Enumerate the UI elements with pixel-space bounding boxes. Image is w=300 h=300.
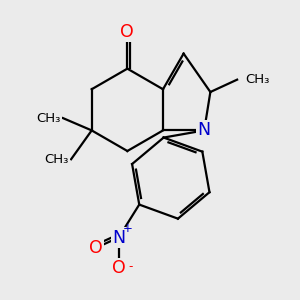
Text: CH₃: CH₃	[45, 153, 69, 166]
Text: O: O	[89, 239, 103, 257]
Text: O: O	[121, 22, 134, 40]
Text: CH₃: CH₃	[245, 73, 270, 86]
Text: +: +	[123, 222, 133, 235]
Text: -: -	[128, 260, 132, 273]
Text: CH₃: CH₃	[36, 112, 61, 124]
Text: N: N	[198, 122, 211, 140]
Text: N: N	[112, 229, 125, 247]
Text: O: O	[112, 260, 125, 278]
